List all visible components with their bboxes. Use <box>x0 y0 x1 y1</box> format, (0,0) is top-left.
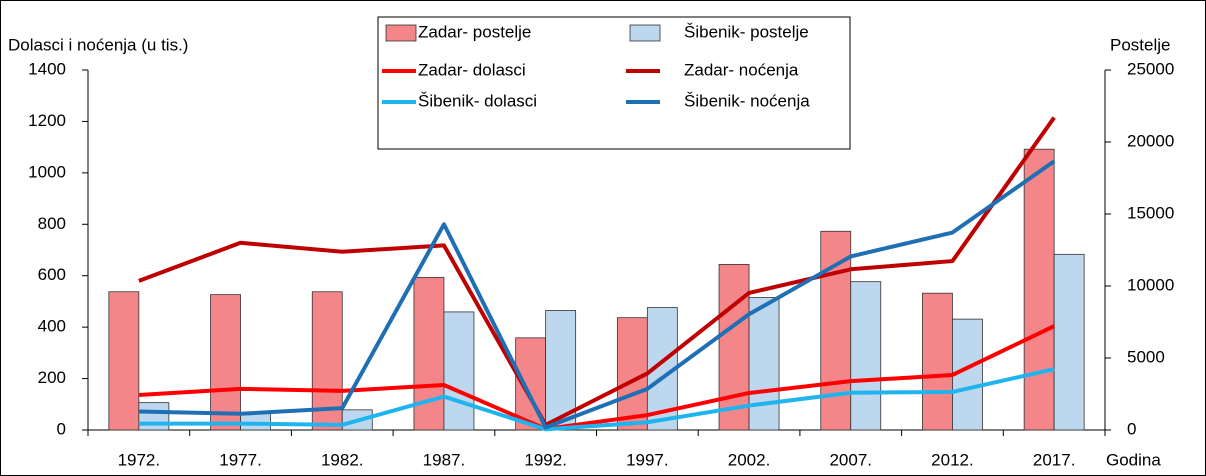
bar <box>210 294 241 431</box>
y-tick-label: 800 <box>38 214 66 233</box>
y-tick-label: 1200 <box>28 111 66 130</box>
line <box>138 324 1056 431</box>
line <box>138 367 1055 432</box>
bar <box>850 281 882 431</box>
y2-tick-label: 0 <box>1127 419 1136 438</box>
x-tick-label: 1972. <box>118 450 161 469</box>
y2-tick-label: 5000 <box>1127 347 1165 366</box>
legend-label: Šibenik- noćenja <box>684 91 810 110</box>
x-tick-label: 1982. <box>321 450 364 469</box>
x-tick-label: 2012. <box>931 450 974 469</box>
x-axis-label: Godina <box>1106 450 1161 469</box>
y-axis-label: Dolasci i noćenja (u tis.) <box>8 35 188 54</box>
bar <box>1053 253 1085 431</box>
y2-axis-label: Postelje <box>1110 35 1170 54</box>
legend-swatch <box>385 24 417 42</box>
x-tick-label: 2007. <box>829 450 872 469</box>
legend-label: Zadar- dolasci <box>418 60 526 79</box>
x-tick-label: 1987. <box>423 450 466 469</box>
y-tick-label: 200 <box>38 368 66 387</box>
bar <box>1023 148 1055 431</box>
bar <box>413 276 445 431</box>
y2-tick-label: 15000 <box>1127 203 1174 222</box>
y-tick-label: 1000 <box>28 162 66 181</box>
x-tick-label: 1992. <box>524 450 567 469</box>
y2-tick-label: 25000 <box>1127 59 1174 78</box>
x-tick-label: 2017. <box>1033 450 1076 469</box>
x-tick-label: 2002. <box>728 450 771 469</box>
y2-tick-label: 20000 <box>1127 131 1174 150</box>
legend-swatch <box>629 24 661 42</box>
legend-label: Šibenik- dolasci <box>418 91 537 110</box>
y-tick-label: 1400 <box>28 59 66 78</box>
line <box>138 116 1056 427</box>
legend-label: Zadar- noćenja <box>684 60 799 79</box>
x-tick-label: 1997. <box>626 450 669 469</box>
legend-label: Zadar- postelje <box>418 22 531 41</box>
line <box>138 159 1056 430</box>
bar <box>922 292 953 431</box>
y-tick-label: 0 <box>57 419 66 438</box>
bar <box>748 297 780 431</box>
bar <box>108 291 140 431</box>
y-tick-label: 600 <box>38 265 66 284</box>
bar <box>443 311 475 431</box>
bar <box>138 402 170 431</box>
y2-tick-label: 10000 <box>1127 275 1174 294</box>
bar <box>718 263 750 431</box>
legend-box <box>377 16 851 150</box>
x-tick-label: 1977. <box>219 450 262 469</box>
y-tick-label: 400 <box>38 317 66 336</box>
legend-label: Šibenik- postelje <box>684 22 809 41</box>
